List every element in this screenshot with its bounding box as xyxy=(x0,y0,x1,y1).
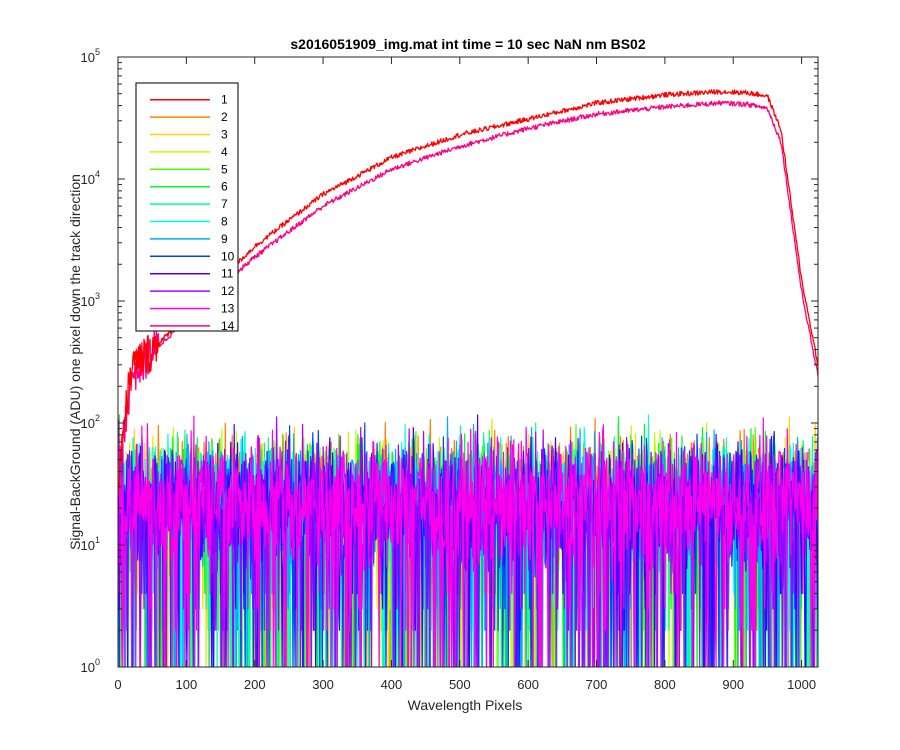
legend-label: 13 xyxy=(221,302,235,316)
y-tick-exp: 4 xyxy=(95,169,100,179)
x-tick-label: 300 xyxy=(312,677,334,692)
legend-label: 6 xyxy=(221,180,228,194)
y-tick-label: 100 xyxy=(81,657,100,675)
chart-title: s2016051909_img.mat int time = 10 sec Na… xyxy=(290,36,645,52)
y-tick-label: 105 xyxy=(81,47,100,65)
y-tick-exp: 0 xyxy=(95,657,100,667)
x-tick-label: 500 xyxy=(449,677,471,692)
y-axis-title: Signal-BackGround (ADU) one pixel down t… xyxy=(67,174,83,550)
legend-label: 14 xyxy=(221,319,235,333)
legend-label: 7 xyxy=(221,197,228,211)
legend-label: 1 xyxy=(221,93,228,107)
legend-label: 5 xyxy=(221,162,228,176)
y-tick-exp: 1 xyxy=(95,535,100,545)
y-tick-label: 103 xyxy=(81,291,100,309)
y-tick-label: 102 xyxy=(81,413,100,431)
plot-frame xyxy=(117,56,819,668)
legend-label: 2 xyxy=(221,110,228,124)
legend-label: 4 xyxy=(221,145,228,159)
x-tick-label: 1000 xyxy=(787,677,816,692)
y-tick-base: 10 xyxy=(81,50,95,65)
y-tick-label: 104 xyxy=(81,169,100,187)
legend-label: 3 xyxy=(221,128,228,142)
x-tick-label: 100 xyxy=(176,677,198,692)
legend-label: 12 xyxy=(221,284,235,298)
y-tick-base: 10 xyxy=(81,416,95,431)
y-tick-label: 101 xyxy=(81,535,100,553)
y-tick-base: 10 xyxy=(81,660,95,675)
legend-label: 11 xyxy=(221,267,234,281)
legend-label: 8 xyxy=(221,215,228,229)
y-tick-base: 10 xyxy=(81,294,95,309)
x-tick-label: 900 xyxy=(722,677,744,692)
y-tick-exp: 2 xyxy=(95,413,100,423)
y-tick-exp: 3 xyxy=(95,291,100,301)
legend-box xyxy=(135,82,239,332)
y-tick-base: 10 xyxy=(81,538,95,553)
x-tick-label: 0 xyxy=(114,677,121,692)
x-axis-title: Wavelength Pixels xyxy=(408,697,523,713)
x-tick-label: 700 xyxy=(586,677,608,692)
series-line-13 xyxy=(118,415,818,667)
y-tick-base: 10 xyxy=(81,172,95,187)
axis-ticks: 0 100 200 300 400 500 600 700 800 900 100010010110… xyxy=(81,47,818,692)
x-tick-label: 600 xyxy=(517,677,539,692)
y-tick-exp: 5 xyxy=(95,47,100,57)
x-tick-label: 400 xyxy=(381,677,403,692)
x-tick-label: 800 xyxy=(654,677,676,692)
x-tick-label: 200 xyxy=(244,677,266,692)
legend-label: 10 xyxy=(221,249,235,263)
legend-label: 9 xyxy=(221,232,228,246)
